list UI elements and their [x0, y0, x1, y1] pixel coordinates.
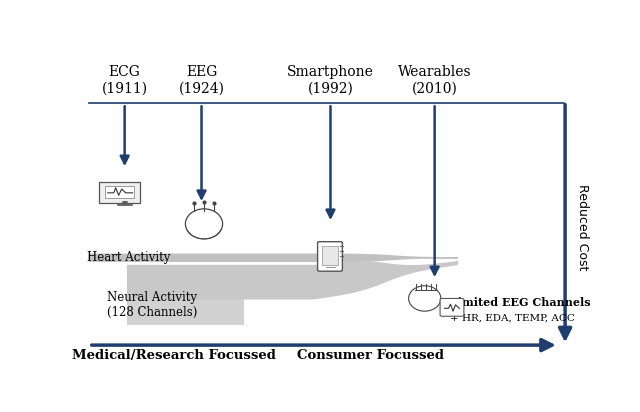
FancyBboxPatch shape [106, 185, 134, 198]
FancyBboxPatch shape [317, 242, 342, 271]
Text: Heart Activity: Heart Activity [88, 251, 171, 264]
Text: Wearables
(2010): Wearables (2010) [398, 65, 472, 96]
Ellipse shape [408, 286, 441, 311]
Text: Reduced Cost: Reduced Cost [576, 184, 589, 270]
Text: Smartphone
(1992): Smartphone (1992) [287, 65, 374, 96]
Text: Neural Activity
(128 Channels): Neural Activity (128 Channels) [107, 291, 197, 319]
FancyBboxPatch shape [322, 246, 338, 265]
Ellipse shape [186, 209, 223, 239]
Text: Limited EEG Channels: Limited EEG Channels [449, 297, 590, 308]
FancyBboxPatch shape [99, 182, 140, 203]
Text: ECG
(1911): ECG (1911) [102, 65, 148, 96]
Text: EEG
(1924): EEG (1924) [179, 65, 225, 96]
Text: + HR, EDA, TEMP, ACC: + HR, EDA, TEMP, ACC [449, 314, 574, 322]
FancyBboxPatch shape [127, 289, 244, 325]
Text: Medical/Research Focussed: Medical/Research Focussed [72, 349, 276, 362]
Text: Consumer Focussed: Consumer Focussed [297, 349, 444, 362]
FancyBboxPatch shape [440, 298, 464, 316]
